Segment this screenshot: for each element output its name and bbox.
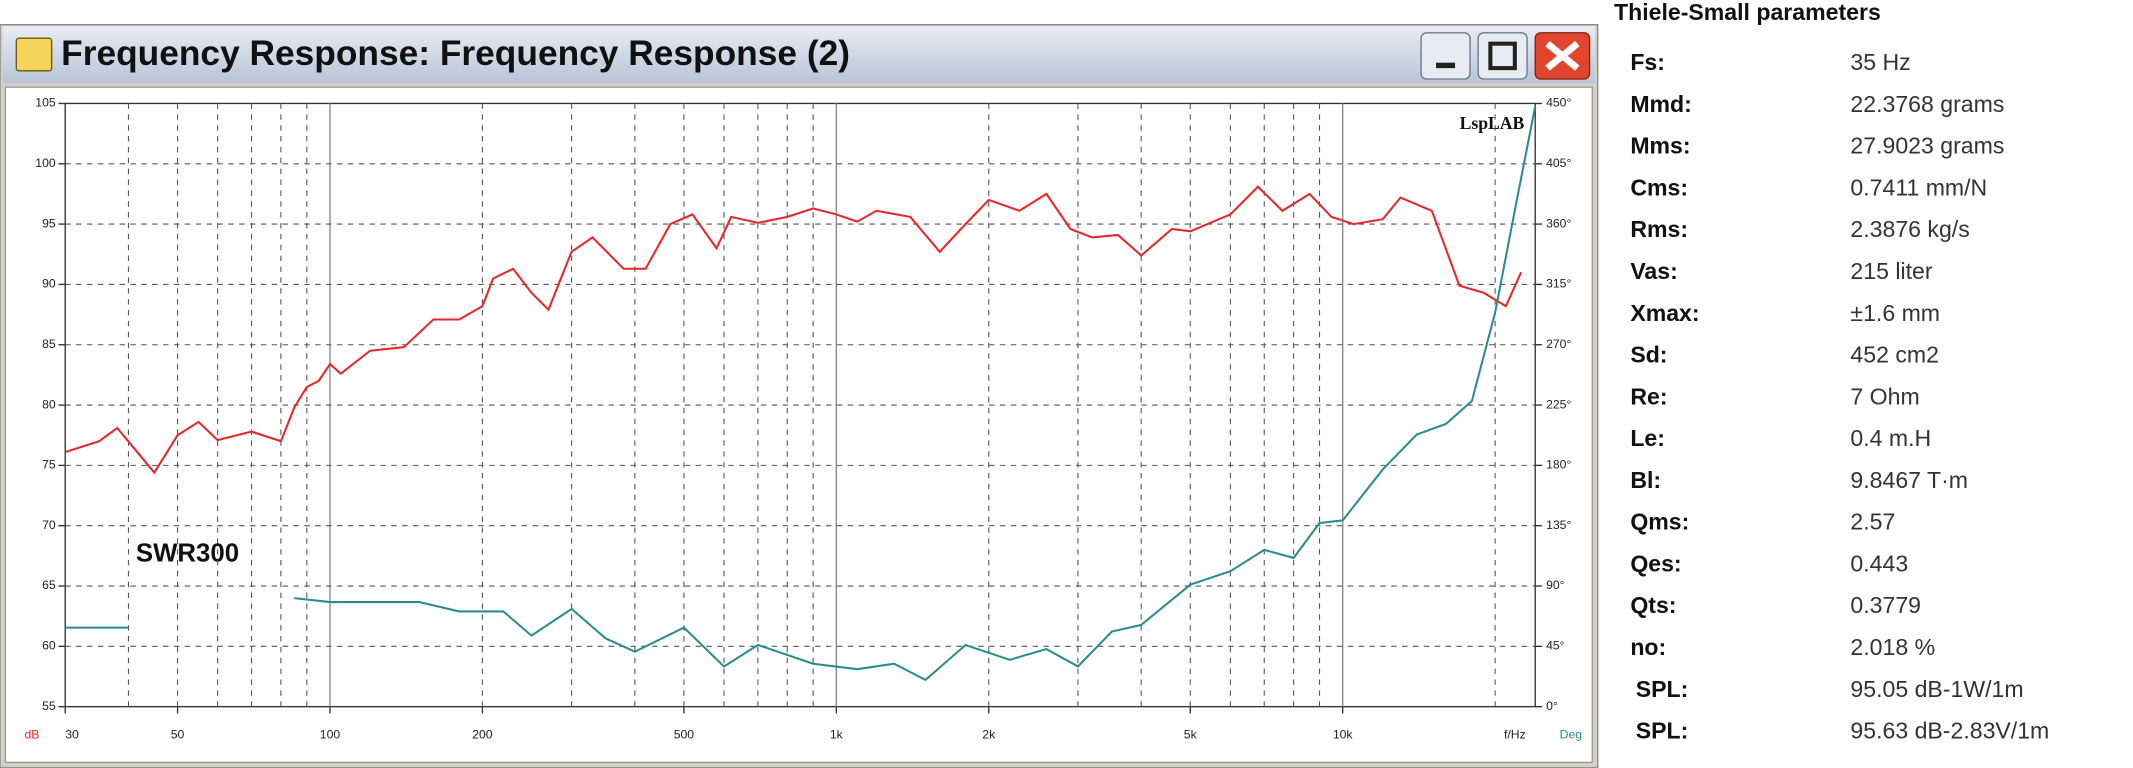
y-tick-label: 70: [42, 518, 56, 532]
y2-tick-label: 45°: [1546, 639, 1565, 653]
title-bar: [2, 26, 1595, 84]
param-value: 0.7411 mm/N: [1850, 174, 1987, 200]
x-tick-label: 10k: [1333, 727, 1354, 741]
window-icon: [15, 37, 53, 72]
minimize-icon: [1436, 62, 1456, 69]
y2-tick-label: 135°: [1546, 518, 1571, 532]
y-tick-label: 100: [35, 156, 56, 170]
y2-tick-label: 450°: [1546, 96, 1571, 110]
y2-tick-label: 225°: [1546, 397, 1571, 411]
y-tick-label: 85: [42, 337, 56, 351]
param-label: Cms:: [1630, 174, 1688, 200]
param-value: 35 Hz: [1850, 49, 1910, 75]
minimize-button[interactable]: [1420, 32, 1471, 80]
param-value: 22.3768 grams: [1850, 91, 2004, 117]
x-tick-label: 500: [674, 727, 695, 741]
params-title: Thiele-Small parameters: [1614, 0, 1881, 25]
x-tick-label: 50: [171, 727, 185, 741]
x-tick-label: 100: [320, 727, 341, 741]
param-value: 9.8467 T·m: [1850, 467, 1968, 493]
y-tick-label: 65: [42, 578, 56, 592]
x-tick-label: 200: [472, 727, 493, 741]
param-label: SPL:: [1636, 676, 1689, 702]
y2-tick-label: 0°: [1546, 699, 1558, 713]
y-tick-label: 95: [42, 216, 56, 230]
x-tick-label: 5k: [1184, 727, 1198, 741]
param-value: 95.05 dB-1W/1m: [1850, 676, 2023, 702]
y2-tick-label: 90°: [1546, 578, 1565, 592]
y-tick-label: 55: [42, 699, 56, 713]
x-tick-label: 2k: [982, 727, 996, 741]
param-label: Qms:: [1630, 509, 1689, 535]
y2-tick-label: 270°: [1546, 337, 1571, 351]
annotation: SWR300: [136, 539, 239, 567]
param-value: ±1.6 mm: [1850, 300, 1940, 326]
series-line: [65, 105, 1537, 682]
y-tick-label: 80: [42, 397, 56, 411]
param-label: Bl:: [1630, 467, 1661, 493]
param-label: Xmax:: [1630, 300, 1699, 326]
param-label: Le:: [1630, 425, 1665, 451]
y-tick-label: 105: [35, 96, 56, 110]
param-value: 452 cm2: [1850, 342, 1939, 368]
x-tick-label: 1k: [830, 727, 844, 741]
param-label: Fs:: [1630, 49, 1665, 75]
param-label: Mms:: [1630, 133, 1690, 159]
param-value: 27.9023 grams: [1850, 133, 2004, 159]
close-icon: [1545, 41, 1580, 71]
param-value: 0.3779: [1850, 592, 1921, 618]
param-value: 0.4 m.H: [1850, 425, 1931, 451]
y-tick-label: 75: [42, 458, 56, 472]
param-label: Rms:: [1630, 216, 1688, 242]
param-label: no:: [1630, 634, 1666, 660]
y2-tick-label: 360°: [1546, 216, 1571, 230]
param-label: Sd:: [1630, 342, 1667, 368]
x-tick-label: 30: [65, 727, 79, 741]
param-label: Mmd:: [1630, 91, 1692, 117]
param-label: Qes:: [1630, 550, 1681, 576]
param-value: 2.018 %: [1850, 634, 1935, 660]
maximize-button[interactable]: [1477, 32, 1528, 80]
param-label: Qts:: [1630, 592, 1676, 618]
param-value: 2.3876 kg/s: [1850, 216, 1969, 242]
series-line: [64, 185, 1523, 475]
param-label: Vas:: [1630, 258, 1677, 284]
y2-axis-label: Deg: [1560, 727, 1583, 741]
window-title: Frequency Response: Frequency Response (…: [61, 34, 850, 73]
y2-tick-label: 315°: [1546, 277, 1571, 291]
plot-frame: [64, 102, 1536, 708]
param-value: 7 Ohm: [1850, 383, 1919, 409]
y-tick-label: 60: [42, 639, 56, 653]
param-value: 0.443: [1850, 550, 1908, 576]
watermark: LspLAB: [1460, 113, 1525, 133]
param-value: 215 liter: [1850, 258, 1932, 284]
param-value: 95.63 dB-2.83V/1m: [1850, 718, 2049, 744]
y-axis-label: dB: [24, 727, 39, 741]
x-axis-label: f/Hz: [1504, 727, 1526, 741]
y-tick-label: 90: [42, 277, 56, 291]
maximize-icon: [1488, 41, 1517, 71]
y2-tick-label: 405°: [1546, 156, 1571, 170]
param-label: Re:: [1630, 383, 1667, 409]
param-value: 2.57: [1850, 509, 1895, 535]
y2-tick-label: 180°: [1546, 458, 1571, 472]
param-label: SPL:: [1636, 718, 1689, 744]
